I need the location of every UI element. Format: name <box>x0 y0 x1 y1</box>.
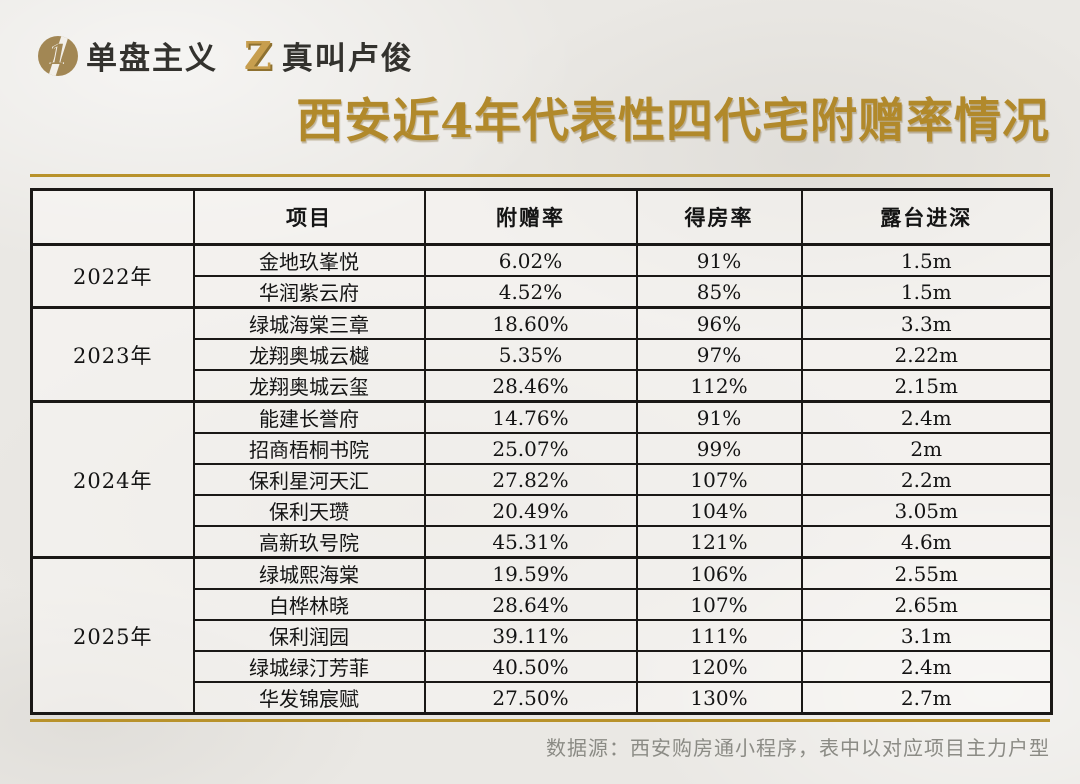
table-row: 保利润园 39.11% 111% 3.1m <box>32 619 1053 652</box>
year-cell: 2022年 <box>30 243 195 309</box>
project-cell: 保利星河天汇 <box>192 463 426 496</box>
project-cell: 绿城熙海棠 <box>192 556 426 590</box>
gift-rate-cell: 25.07% <box>423 432 638 465</box>
terrace-depth-cell: 3.05m <box>800 494 1053 527</box>
table-row: 保利星河天汇 27.82% 107% 2.2m <box>32 463 1053 496</box>
usable-rate-cell: 107% <box>635 588 803 621</box>
col-header-terrace-depth: 露台进深 <box>800 188 1053 246</box>
usable-rate-cell: 106% <box>635 556 803 590</box>
terrace-depth-cell: 2.65m <box>800 588 1053 621</box>
gift-rate-cell: 28.46% <box>423 369 638 403</box>
usable-rate-cell: 91% <box>635 400 803 434</box>
terrace-depth-cell: 2.22m <box>800 338 1053 371</box>
table-row: 华发锦宸赋 27.50% 130% 2.7m <box>32 681 1053 715</box>
table-row: 保利天瓒 20.49% 104% 3.05m <box>32 494 1053 527</box>
brand-header: 1 单盘主义 Z 真叫卢俊 <box>38 33 414 78</box>
table-row: 2025年 绿城熙海棠 19.59% 106% 2.55m <box>30 556 1053 715</box>
usable-rate-cell: 121% <box>635 525 803 559</box>
project-cell: 华发锦宸赋 <box>192 681 426 715</box>
table-row: 龙翔奥城云樾 5.35% 97% 2.22m <box>32 338 1053 371</box>
zhenjiaolujun-wordmark: 真叫卢俊 <box>281 41 414 76</box>
year-cell: 2024年 <box>30 400 195 559</box>
table-row: 2023年 绿城海棠三章 18.60% 96% 3.3m <box>30 306 1053 403</box>
usable-rate-cell: 120% <box>635 650 803 683</box>
gift-rate-cell: 6.02% <box>423 243 638 277</box>
corner-header-cell <box>30 188 195 246</box>
gift-rate-cell: 39.11% <box>423 619 638 652</box>
gift-rate-cell: 4.52% <box>423 275 638 309</box>
terrace-depth-cell: 2.55m <box>800 556 1053 590</box>
terrace-depth-cell: 3.1m <box>800 619 1053 652</box>
project-cell: 龙翔奥城云樾 <box>192 338 426 371</box>
gift-rate-cell: 19.59% <box>423 556 638 590</box>
danpanzhuyi-wordmark: 单盘主义 <box>86 41 218 76</box>
data-source-note: 数据源：西安购房通小程序，表中以对应项目主力户型 <box>546 738 1050 760</box>
gift-rate-cell: 14.76% <box>423 400 638 434</box>
year-cell: 2025年 <box>30 556 195 715</box>
terrace-depth-cell: 2.4m <box>800 650 1053 683</box>
gift-rate-cell: 28.64% <box>423 588 638 621</box>
gift-rate-cell: 27.82% <box>423 463 638 496</box>
table-row: 高新玖号院 45.31% 121% 4.6m <box>32 525 1053 559</box>
page-title: 西安近4年代表性四代宅附赠率情况 <box>296 94 1050 149</box>
logo-one-glyph: 1 <box>48 40 68 71</box>
project-cell: 招商梧桐书院 <box>192 432 426 465</box>
gift-rate-cell: 40.50% <box>423 650 638 683</box>
danpanzhuyi-logo-icon: 1 <box>38 35 78 76</box>
terrace-depth-cell: 1.5m <box>800 243 1053 277</box>
terrace-depth-cell: 2.4m <box>800 400 1053 434</box>
project-cell: 保利润园 <box>192 619 426 652</box>
usable-rate-cell: 130% <box>635 681 803 715</box>
gift-rate-cell: 27.50% <box>423 681 638 715</box>
terrace-depth-cell: 2.7m <box>800 681 1053 715</box>
usable-rate-cell: 112% <box>635 369 803 403</box>
usable-rate-cell: 107% <box>635 463 803 496</box>
gift-rate-cell: 5.35% <box>423 338 638 371</box>
usable-rate-cell: 97% <box>635 338 803 371</box>
zhenjiaolujun-logo-icon: Z <box>244 32 272 78</box>
gift-rate-cell: 45.31% <box>423 525 638 559</box>
terrace-depth-cell: 2m <box>800 432 1053 465</box>
project-cell: 绿城海棠三章 <box>192 306 426 340</box>
table-row: 2022年 金地玖峯悦 6.02% 91% 1.5m <box>30 243 1053 309</box>
terrace-depth-cell: 1.5m <box>800 275 1053 309</box>
project-cell: 能建长誉府 <box>192 400 426 434</box>
usable-rate-cell: 104% <box>635 494 803 527</box>
project-cell: 绿城绿汀芳菲 <box>192 650 426 683</box>
col-header-project: 项目 <box>192 188 426 246</box>
project-cell: 保利天瓒 <box>192 494 426 527</box>
terrace-depth-cell: 2.15m <box>800 369 1053 403</box>
project-cell: 白桦林晓 <box>192 588 426 621</box>
usable-rate-cell: 99% <box>635 432 803 465</box>
footer-divider-line <box>30 719 1050 722</box>
col-header-usable-rate: 得房率 <box>635 188 803 246</box>
usable-rate-cell: 96% <box>635 306 803 340</box>
year-cell: 2023年 <box>30 306 195 403</box>
project-cell: 龙翔奥城云玺 <box>192 369 426 403</box>
table-row: 2024年 能建长誉府 14.76% 91% 2.4m <box>30 400 1053 559</box>
terrace-depth-cell: 2.2m <box>800 463 1053 496</box>
table-row: 白桦林晓 28.64% 107% 2.65m <box>32 588 1053 621</box>
project-cell: 金地玖峯悦 <box>192 243 426 277</box>
project-cell: 华润紫云府 <box>192 275 426 309</box>
table-header-row: 项目 附赠率 得房率 露台进深 <box>30 188 1053 246</box>
gift-rate-cell: 20.49% <box>423 494 638 527</box>
col-header-gift-rate: 附赠率 <box>423 188 638 246</box>
project-cell: 高新玖号院 <box>192 525 426 559</box>
table-row: 龙翔奥城云玺 28.46% 112% 2.15m <box>32 369 1053 403</box>
terrace-depth-cell: 4.6m <box>800 525 1053 559</box>
gift-rate-table: 项目 附赠率 得房率 露台进深 2022年 金地玖峯悦 6.02% 91% 1.… <box>30 188 1053 715</box>
table-row: 绿城绿汀芳菲 40.50% 120% 2.4m <box>32 650 1053 683</box>
table-row: 招商梧桐书院 25.07% 99% 2m <box>32 432 1053 465</box>
usable-rate-cell: 91% <box>635 243 803 277</box>
terrace-depth-cell: 3.3m <box>800 306 1053 340</box>
usable-rate-cell: 85% <box>635 275 803 309</box>
title-divider-line <box>30 174 1050 177</box>
gift-rate-cell: 18.60% <box>423 306 638 340</box>
usable-rate-cell: 111% <box>635 619 803 652</box>
